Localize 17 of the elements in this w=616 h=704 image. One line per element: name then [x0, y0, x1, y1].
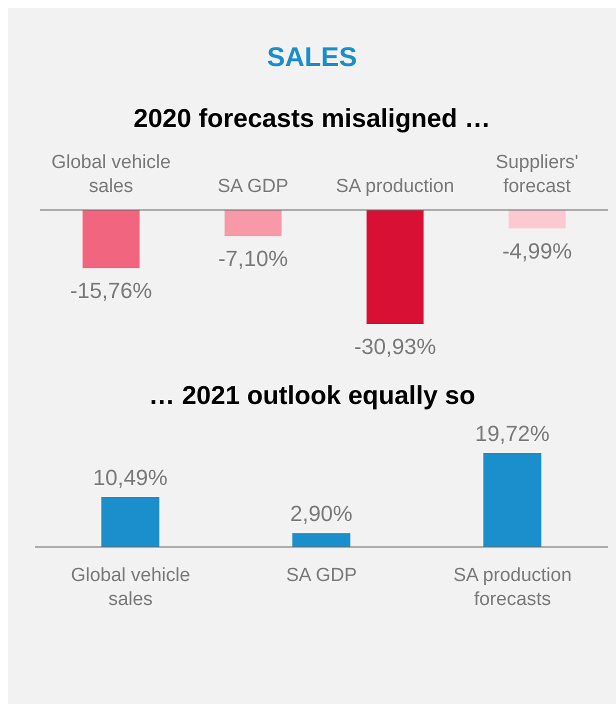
x-tick-label: SA production forecasts — [453, 565, 572, 610]
x-tick-label: SA production — [336, 176, 454, 197]
data-label: 10,49% — [92, 464, 168, 490]
chart-title: … 2021 outlook equally so — [148, 379, 476, 411]
x-tick-label: Suppliers' forecast — [496, 152, 578, 197]
x-tick-label: Global vehicle sales — [70, 565, 190, 610]
data-label: -4,99% — [502, 238, 572, 264]
chart-title: SALES — [266, 41, 358, 73]
x-tick-label: Global vehicle sales — [51, 152, 171, 197]
x-tick-label: SA GDP — [286, 565, 357, 586]
x-tick-label: SA GDP — [218, 176, 288, 197]
chart-subtitle: 2020 forecasts misaligned … — [132, 102, 492, 134]
data-label: -30,93% — [354, 334, 436, 359]
data-label: 19,72% — [474, 421, 550, 446]
data-label: -15,76% — [70, 278, 152, 304]
data-label: -7,10% — [218, 246, 288, 272]
data-label: 2,90% — [290, 501, 352, 526]
